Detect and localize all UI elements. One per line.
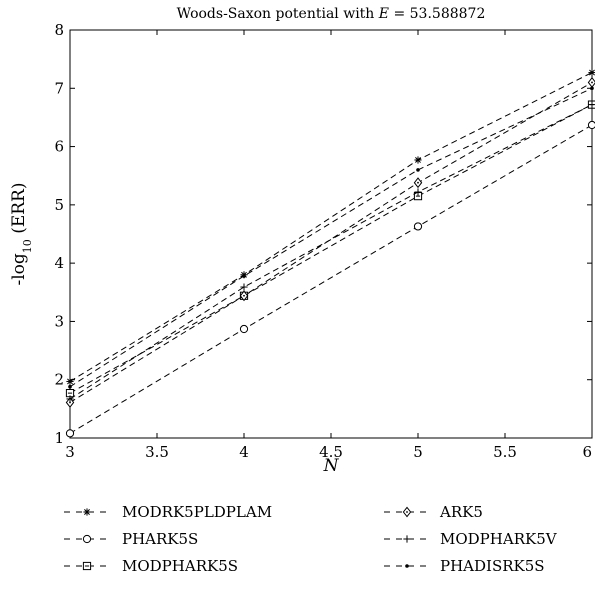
y-tick-label: 5 bbox=[54, 196, 64, 214]
chart-title-text: Woods-Saxon potential with E = 53.588872 bbox=[177, 6, 486, 22]
marker-ast-d2 bbox=[415, 157, 421, 163]
legend-item: MODPHARK5S bbox=[64, 557, 238, 575]
marker-circle bbox=[65, 429, 75, 438]
x-axis-label: N bbox=[323, 456, 340, 476]
x-tick-label: 5 bbox=[413, 443, 423, 461]
legend-label: PHADISRK5S bbox=[440, 557, 545, 575]
marker-ast-d2 bbox=[84, 509, 90, 515]
series-line bbox=[69, 82, 593, 403]
x-axis-label-text: N bbox=[323, 456, 340, 476]
x-tick-label: 6 bbox=[582, 443, 592, 461]
y-tick-label: 1 bbox=[54, 429, 64, 447]
legend-label: ARK5 bbox=[439, 503, 483, 521]
series-phadisrk5s bbox=[68, 86, 594, 389]
y-axis-label: -log10 (ERR) bbox=[9, 183, 34, 286]
data-point bbox=[588, 68, 595, 77]
marker-circle bbox=[587, 120, 595, 130]
data-point bbox=[414, 188, 422, 196]
marker-circle bbox=[413, 222, 423, 231]
y-axis-label-text: -log10 (ERR) bbox=[9, 183, 34, 286]
marker-diamond-dot bbox=[243, 294, 245, 297]
x-tick-label: 4.5 bbox=[319, 443, 343, 461]
data-point bbox=[403, 535, 411, 543]
marker-circle bbox=[239, 324, 249, 334]
marker-ast-d2 bbox=[589, 69, 595, 76]
data-point bbox=[587, 120, 595, 130]
data-point bbox=[587, 77, 595, 88]
y-tick-label: 2 bbox=[54, 371, 64, 389]
data-point bbox=[413, 177, 423, 189]
x-tick-label: 3 bbox=[65, 443, 75, 461]
series-group bbox=[65, 68, 595, 438]
x-tick-label: 5.5 bbox=[493, 443, 517, 461]
data-point bbox=[416, 168, 420, 172]
series-ark5 bbox=[65, 77, 595, 408]
legend-item: ARK5 bbox=[384, 503, 483, 521]
y-tick-label: 3 bbox=[54, 312, 64, 330]
y-tick-label: 8 bbox=[54, 21, 64, 39]
data-point bbox=[405, 564, 409, 568]
data-point bbox=[414, 156, 422, 164]
series-modphark5s bbox=[65, 100, 595, 398]
data-point bbox=[66, 395, 74, 403]
y-tick-label: 4 bbox=[54, 254, 64, 272]
series-line bbox=[69, 72, 593, 382]
series-modphark5v bbox=[66, 101, 595, 403]
plot-area: 3 3.5 4 4.5 5 5.5 6 1 2 3 4 5 6 7 8 bbox=[54, 21, 593, 461]
legend: MODRK5PLDPLAM PHARK5S MODPHARK5S ARK5 MODPHA… bbox=[64, 503, 558, 575]
series-line bbox=[69, 104, 593, 400]
legend-item: PHADISRK5S bbox=[384, 557, 545, 575]
marker-dot bbox=[416, 168, 420, 172]
marker-dot bbox=[242, 274, 246, 278]
data-point bbox=[82, 561, 92, 571]
data-point bbox=[413, 222, 423, 231]
marker-ast-d2 bbox=[67, 378, 73, 385]
legend-label: MODRK5PLDPLAM bbox=[122, 503, 272, 521]
marker-diamond-dot bbox=[406, 511, 408, 513]
y-tick-label: 7 bbox=[54, 79, 64, 97]
data-point bbox=[68, 384, 72, 389]
data-point bbox=[588, 101, 595, 109]
marker-diamond-dot bbox=[591, 81, 593, 84]
marker-dot bbox=[68, 384, 72, 389]
legend-label: MODPHARK5V bbox=[440, 530, 558, 548]
data-point bbox=[240, 283, 248, 291]
y-tick-label: 6 bbox=[54, 138, 64, 156]
series-line bbox=[69, 124, 593, 434]
series-phark5s bbox=[65, 120, 595, 438]
legend-item: MODRK5PLDPLAM bbox=[64, 503, 272, 521]
marker-dot bbox=[405, 564, 409, 568]
legend-item: MODPHARK5V bbox=[384, 530, 558, 548]
series-line bbox=[69, 104, 593, 394]
data-point bbox=[590, 86, 594, 91]
data-point bbox=[65, 429, 75, 438]
series-line bbox=[69, 87, 593, 388]
legend-label: PHARK5S bbox=[122, 530, 198, 548]
data-point bbox=[402, 506, 412, 518]
data-point bbox=[83, 508, 91, 516]
data-point bbox=[239, 290, 249, 302]
marker-dot bbox=[590, 86, 594, 91]
marker-circle bbox=[82, 534, 92, 544]
legend-item: PHARK5S bbox=[64, 530, 198, 548]
legend-label: MODPHARK5S bbox=[122, 557, 238, 575]
series-modrk5pldplam bbox=[66, 68, 595, 386]
data-point bbox=[242, 274, 246, 278]
chart-title: Woods-Saxon potential with E = 53.588872 bbox=[177, 6, 486, 22]
axes-frame bbox=[69, 29, 593, 439]
x-tick-label: 4 bbox=[239, 443, 249, 461]
data-point bbox=[82, 534, 92, 544]
x-tick-label: 3.5 bbox=[145, 443, 169, 461]
data-point bbox=[66, 377, 74, 386]
data-point bbox=[239, 324, 249, 334]
marker-diamond-dot bbox=[417, 181, 419, 184]
